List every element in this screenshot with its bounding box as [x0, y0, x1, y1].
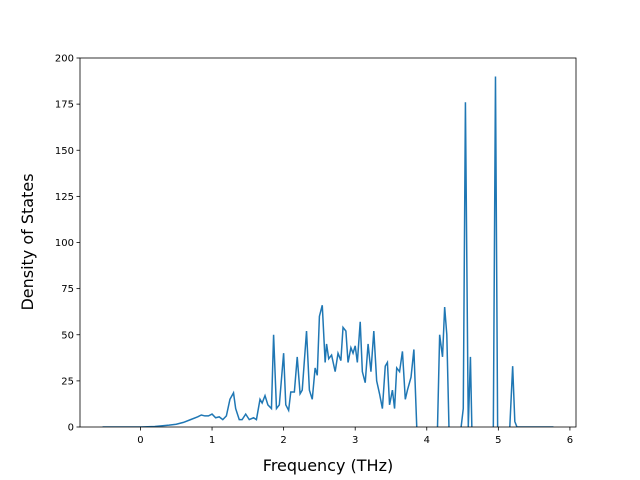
y-tick-label: 150	[55, 146, 74, 157]
x-tick-label: 5	[495, 435, 501, 446]
y-tick-label: 25	[61, 376, 74, 387]
line	[102, 76, 554, 427]
y-tick-label: 175	[55, 100, 74, 111]
x-tick-label: 1	[209, 435, 215, 446]
x-tick-label: 0	[137, 435, 143, 446]
y-tick-label: 75	[61, 284, 74, 295]
y-tick-label: 50	[61, 330, 74, 341]
x-tick-label: 4	[424, 435, 430, 446]
y-tick-label: 100	[55, 238, 74, 249]
y-tick-label: 200	[55, 54, 74, 65]
x-axis-label: Frequency (THz)	[263, 456, 393, 475]
x-tick-label: 2	[280, 435, 286, 446]
y-tick-label: 125	[55, 192, 74, 203]
x-tick-label: 6	[567, 435, 573, 446]
x-tick-label: 3	[352, 435, 358, 446]
plot-frame	[79, 57, 577, 428]
y-axis-label: Density of States	[18, 173, 37, 310]
y-tick-label: 0	[68, 423, 74, 434]
